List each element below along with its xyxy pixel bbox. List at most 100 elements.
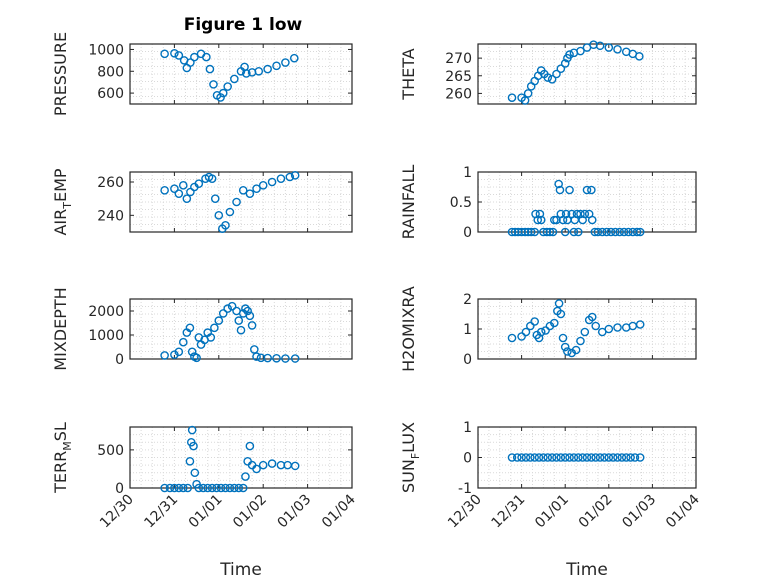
data-point (160, 186, 169, 195)
data-point (635, 227, 645, 237)
data-point (517, 453, 526, 462)
data-point (165, 483, 175, 493)
data-point (595, 41, 605, 51)
data-point (203, 483, 212, 493)
data-point (212, 483, 221, 493)
data-point (214, 211, 224, 220)
data-point (591, 453, 601, 462)
data-point (606, 227, 616, 237)
data-point (272, 353, 281, 363)
data-point (530, 227, 539, 237)
data-point (289, 53, 299, 63)
data-point (554, 299, 564, 308)
y-axis-label-subscript: T (61, 202, 74, 210)
data-point (202, 52, 211, 62)
y-tick-label: 1 (463, 420, 472, 436)
data-point (613, 44, 622, 54)
data-point (565, 453, 574, 462)
data-point (543, 73, 553, 82)
y-tick-label: 1 (463, 322, 472, 338)
data-point (221, 221, 230, 230)
data-point (189, 441, 198, 451)
data-point (207, 483, 217, 493)
data-point (241, 304, 250, 313)
data-point (218, 309, 228, 318)
data-point (194, 179, 204, 188)
data-point (600, 453, 609, 462)
y-axis-label: THETA (399, 48, 418, 100)
data-point (216, 483, 226, 493)
data-point (205, 64, 215, 74)
data-point (520, 96, 530, 105)
y-tick-label: 1000 (88, 328, 124, 344)
data-point (587, 185, 596, 195)
y-axis-label-part: LUX (399, 422, 418, 453)
data-point (206, 333, 216, 342)
data-point (580, 209, 590, 219)
y-tick-label: 2000 (88, 304, 124, 320)
y-tick-label: 270 (445, 51, 472, 67)
data-point (576, 336, 585, 346)
data-point (281, 58, 290, 67)
y-axis-label: SUNFLUX (399, 422, 422, 493)
data-point (207, 174, 217, 183)
data-point (536, 327, 546, 337)
y-axis-label-subscript: M (61, 441, 74, 451)
data-point (635, 453, 645, 462)
data-point (563, 347, 572, 356)
data-point (550, 318, 559, 328)
data-point (210, 323, 219, 333)
data-point (507, 333, 517, 343)
data-point (234, 316, 244, 325)
data-point (210, 194, 220, 203)
data-point (170, 48, 179, 58)
y-tick-label: 600 (97, 86, 124, 102)
data-point (267, 177, 277, 187)
data-point (587, 312, 597, 322)
data-point (534, 453, 544, 462)
data-point (560, 342, 570, 352)
data-point (178, 483, 188, 493)
series-markers (507, 179, 645, 237)
data-point (552, 69, 561, 79)
data-point (252, 184, 261, 193)
data-point (530, 317, 539, 326)
y-tick-label: 500 (97, 443, 124, 459)
data-point (187, 347, 197, 357)
data-point (234, 483, 244, 493)
series-markers (160, 171, 300, 233)
data-point (630, 453, 640, 462)
x-axis-label: Time (219, 560, 262, 580)
data-point (591, 321, 601, 331)
data-point (542, 227, 552, 237)
data-point (507, 93, 517, 102)
data-point (604, 324, 614, 334)
data-point (236, 325, 246, 335)
data-point (560, 59, 570, 68)
data-point (507, 227, 517, 237)
data-point (593, 227, 603, 237)
subplot-pressure: 600 800 1000 PRESSURE (51, 32, 353, 116)
subplot-mixdepth: 0 1000 2000 MIXDEPTH (51, 287, 353, 371)
y-axis-label: TERRMSL (51, 422, 74, 494)
subplot-h2omixra: 0 1 2 H2OMIXRA (399, 286, 697, 372)
y-axis-label-part: PRESSURE (51, 32, 70, 116)
y-axis-label-part: EMP (51, 168, 70, 202)
data-point (580, 327, 590, 337)
data-point (526, 453, 535, 462)
y-axis-label: MIXDEPTH (51, 287, 70, 370)
data-point (530, 453, 539, 462)
y-axis-label-part: MIXDEPTH (51, 287, 70, 370)
data-point (604, 43, 614, 52)
data-point (576, 46, 585, 56)
data-point (554, 179, 563, 189)
data-point (535, 209, 545, 219)
series-markers (507, 299, 645, 358)
y-axis-label-part: H2OMIXRA (399, 286, 418, 372)
data-point (258, 181, 268, 190)
y-tick-label: 0 (463, 451, 472, 467)
data-point (263, 353, 272, 363)
y-tick-label: 260 (445, 86, 472, 102)
